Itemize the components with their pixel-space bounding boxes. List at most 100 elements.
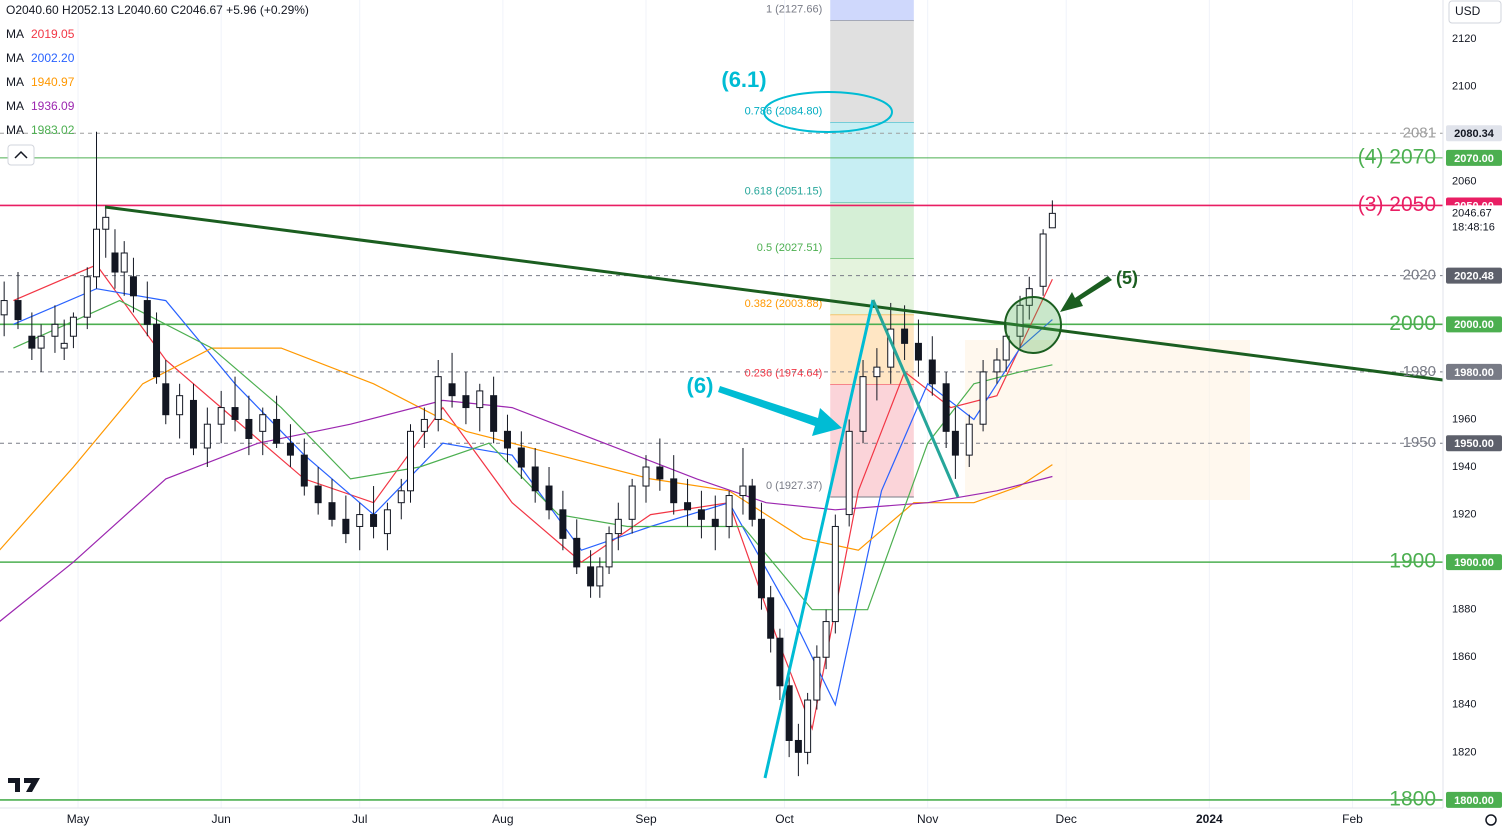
candle-body — [69, 316, 77, 337]
fib-label: 0.236 (1974.64) — [745, 368, 823, 380]
x-tick-label: Dec — [1056, 812, 1077, 826]
ma-value: 2002.20 — [31, 51, 75, 65]
y-tick-label: 1920 — [1452, 508, 1476, 520]
price-box — [1446, 125, 1502, 142]
ma-value: 1983.02 — [31, 123, 75, 137]
ma-line — [0, 347, 1053, 551]
fibonacci: 1 (2127.66) 0.786 (2084.80) 0.618 (2051.15… — [745, 0, 914, 498]
candle-body — [642, 466, 650, 487]
candle-body — [259, 414, 267, 432]
zone-box — [965, 340, 1250, 500]
candle-body — [273, 418, 281, 444]
x-tick-label: Nov — [917, 812, 938, 826]
candle-body — [314, 485, 322, 504]
candle-body — [51, 323, 59, 337]
last-price-label: 2046.67 — [1452, 207, 1492, 219]
candle-body — [845, 430, 853, 516]
trendline — [104, 205, 1444, 382]
x-tick-label: Jul — [352, 812, 367, 826]
candle-body — [300, 454, 308, 487]
candle-body — [942, 383, 950, 432]
candle-body — [189, 399, 197, 449]
candles — [0, 131, 1056, 777]
x-tick-label: Aug — [492, 812, 513, 826]
price-box — [1446, 791, 1502, 808]
settings-icon[interactable] — [1485, 814, 1497, 826]
level-label: (3) 2050 — [1358, 193, 1436, 216]
ma-value: 1940.97 — [31, 75, 75, 89]
candle-body — [490, 395, 498, 432]
wave-line — [871, 299, 960, 498]
candle-body — [928, 359, 936, 385]
x-tick-label: Oct — [775, 812, 794, 826]
candle-body — [83, 276, 91, 318]
level-label: 1980 — [1403, 363, 1436, 380]
candle-body — [979, 371, 987, 425]
candle-body — [573, 537, 581, 568]
candle-body — [587, 566, 595, 587]
candle-body — [176, 395, 184, 416]
price-box — [1446, 316, 1502, 333]
price-box — [1446, 267, 1502, 284]
candle-body — [614, 518, 622, 535]
candle-body — [448, 383, 456, 397]
ma-line — [0, 399, 1053, 622]
price-box-label: 1950.00 — [1454, 438, 1494, 450]
y-tick-label: 1960 — [1452, 413, 1476, 425]
candle-body — [245, 418, 253, 439]
candle-body — [914, 342, 922, 361]
candle-body — [203, 423, 211, 449]
fib-label: 1 (2127.66) — [766, 4, 822, 16]
highlight-circle — [1004, 296, 1062, 354]
price-box-label: 2020.48 — [1454, 271, 1494, 283]
candle-body — [162, 383, 170, 416]
logo — [8, 778, 40, 792]
candle-body — [670, 478, 678, 504]
highlight-ellipse — [763, 91, 893, 133]
candle-body — [794, 739, 802, 753]
arrow — [718, 386, 842, 436]
ma-value: 2019.05 — [31, 27, 75, 41]
ohlc-legend: O2040.60 H2052.13 L2040.60 C2046.67 +5.9… — [6, 3, 309, 17]
candle-body — [503, 430, 511, 449]
ma-name: MA — [6, 123, 24, 137]
candle-body — [901, 328, 909, 344]
candle-body — [60, 342, 68, 349]
candle-body — [102, 216, 110, 230]
price-box — [1446, 435, 1502, 452]
candle-body — [531, 466, 539, 492]
y-tick-label: 1860 — [1452, 651, 1476, 663]
candle-body — [873, 366, 881, 378]
x-tick-label: May — [67, 812, 90, 826]
x-tick-label: Feb — [1342, 812, 1363, 826]
candle-body — [767, 597, 775, 639]
candle-body — [407, 430, 415, 492]
fib-label: 0.382 (2003.88) — [745, 298, 823, 310]
candle-body — [656, 466, 664, 480]
ma-name: MA — [6, 99, 24, 113]
candle-body — [965, 423, 973, 456]
candle-body — [545, 485, 553, 511]
level-label: (4) 2070 — [1358, 145, 1436, 168]
candle-body — [153, 323, 161, 378]
y-tick-label: 2060 — [1452, 176, 1476, 188]
collapse-button[interactable] — [7, 144, 35, 166]
y-tick-label: 2120 — [1452, 33, 1476, 45]
wave-line — [763, 299, 875, 779]
fib-label: 0 (1927.37) — [766, 480, 822, 492]
candle-body — [286, 442, 294, 456]
candle-body — [951, 430, 959, 456]
candle-body — [517, 447, 525, 468]
candle-body — [831, 525, 839, 623]
candle-body — [37, 335, 45, 349]
countdown: 18:48:16 — [1452, 221, 1495, 233]
candle-body — [120, 252, 128, 273]
level-label: 1900 — [1389, 550, 1436, 573]
candle-body — [476, 390, 484, 409]
candle-body — [370, 514, 378, 527]
currency-button[interactable] — [1448, 0, 1502, 24]
candle-body — [1048, 212, 1056, 229]
candle-body — [776, 637, 784, 687]
fib-zone — [830, 384, 914, 498]
